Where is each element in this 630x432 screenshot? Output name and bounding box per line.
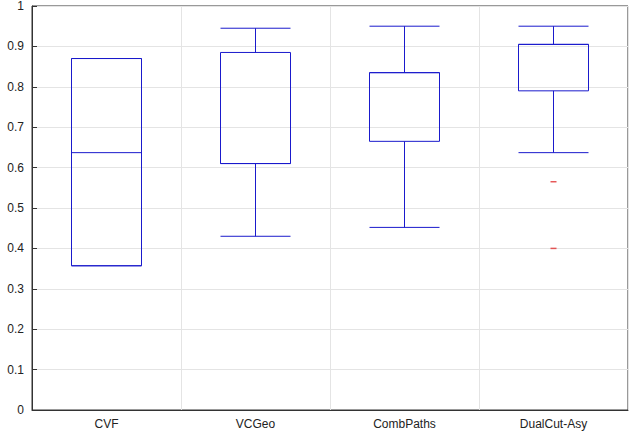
svg-text:0.8: 0.8: [7, 80, 24, 94]
svg-text:VCGeo: VCGeo: [236, 417, 276, 431]
svg-text:0.9: 0.9: [7, 39, 24, 53]
svg-text:0.7: 0.7: [7, 120, 24, 134]
svg-text:0.6: 0.6: [7, 161, 24, 175]
svg-text:0.1: 0.1: [7, 363, 24, 377]
svg-text:0.5: 0.5: [7, 201, 24, 215]
svg-text:0.4: 0.4: [7, 241, 24, 255]
svg-text:0.3: 0.3: [7, 282, 24, 296]
svg-text:0: 0: [17, 403, 24, 417]
svg-text:0.2: 0.2: [7, 322, 24, 336]
svg-text:1: 1: [17, 0, 24, 13]
svg-text:CombPaths: CombPaths: [373, 417, 436, 431]
svg-text:CVF: CVF: [95, 417, 119, 431]
svg-text:DualCut-Asy: DualCut-Asy: [520, 417, 587, 431]
